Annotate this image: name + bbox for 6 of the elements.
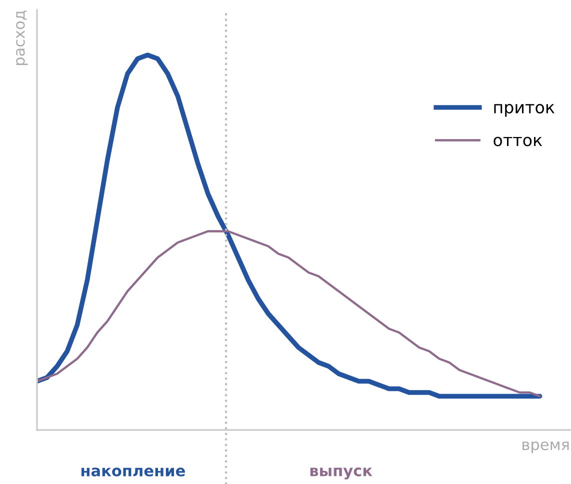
text: накопление: [81, 468, 185, 476]
legend-label: приток: [494, 104, 554, 117]
legend-label: отток: [494, 136, 542, 146]
y-axis-title: расход: [16, 10, 28, 66]
x-axis-title: время: [522, 441, 569, 454]
text: выпуск: [310, 468, 372, 480]
